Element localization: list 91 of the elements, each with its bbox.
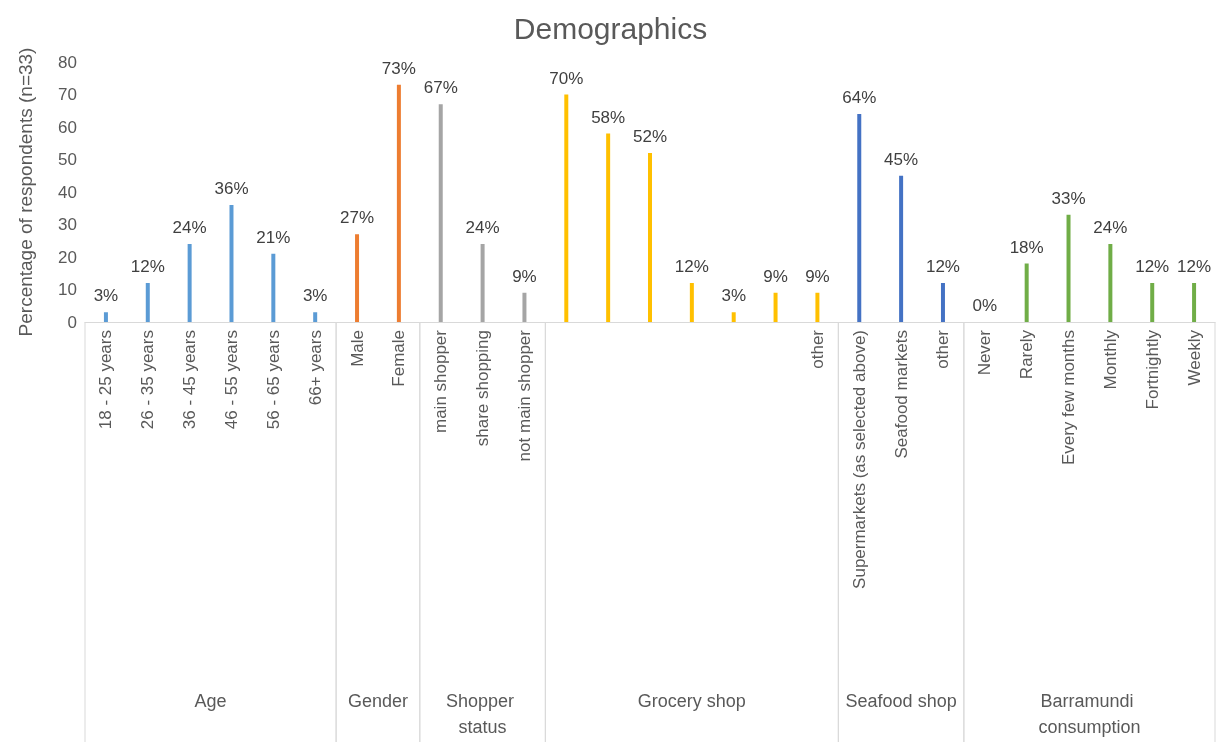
text: Gender — [347, 691, 408, 711]
bar — [103, 312, 108, 322]
text: Grocery shop — [637, 691, 746, 711]
bar — [229, 205, 234, 322]
data-label: 9% — [805, 266, 830, 286]
bar — [940, 283, 945, 322]
x-tick-label: 36 - 45 years — [180, 330, 200, 430]
data-label: 3% — [93, 286, 119, 306]
x-tick-label: Female — [389, 330, 409, 387]
data-label: 24% — [465, 218, 500, 237]
data-label: 3% — [721, 286, 746, 306]
bar — [1192, 283, 1197, 322]
bar — [1024, 263, 1029, 322]
bar — [187, 244, 192, 322]
y-tick-label: 40 — [58, 182, 77, 202]
bar — [648, 153, 652, 322]
x-tick-label: 46 - 55 years — [221, 330, 241, 430]
x-tick-label: Rarely — [1017, 329, 1037, 380]
x-tick-label: Monthly — [1100, 329, 1120, 390]
bar — [271, 253, 276, 322]
data-label: 70% — [549, 68, 584, 88]
bar — [1108, 244, 1113, 322]
bar — [313, 312, 318, 322]
x-tick-label: 66+ years — [305, 330, 325, 406]
bar — [1066, 214, 1071, 322]
x-tick-label: Every few months — [1059, 330, 1079, 466]
data-label: 64% — [842, 88, 877, 107]
y-tick-label: 50 — [58, 150, 77, 169]
data-label: 67% — [423, 78, 458, 98]
x-tick-label: 26 - 35 years — [138, 330, 158, 430]
data-label: 73% — [381, 58, 416, 78]
y-tick-label: 60 — [58, 117, 77, 137]
bar — [396, 84, 401, 322]
y-tick-label: 80 — [58, 52, 77, 72]
y-tick-label: 10 — [58, 280, 77, 299]
bar — [689, 283, 694, 322]
data-label: 0% — [972, 296, 998, 315]
bar — [438, 104, 443, 322]
bar — [731, 312, 736, 322]
y-tick-label: 0 — [67, 312, 77, 332]
bar — [815, 292, 820, 322]
bar — [773, 292, 778, 322]
x-tick-label: Seafood markets — [891, 330, 911, 459]
data-label: 27% — [340, 208, 375, 228]
x-tick-label: 56 - 65 years — [263, 330, 283, 430]
bar — [564, 94, 569, 322]
bar — [857, 114, 862, 322]
x-tick-label: main shopper — [431, 329, 451, 434]
data-label: 36% — [214, 179, 249, 198]
data-label: 52% — [632, 127, 668, 146]
x-tick-label: Weekly — [1184, 329, 1204, 386]
bar — [355, 234, 360, 322]
x-tick-label: other — [933, 329, 953, 369]
y-tick-label: 20 — [58, 247, 77, 267]
data-label: 3% — [302, 286, 328, 306]
data-label: 12% — [674, 257, 709, 276]
data-label: 12% — [1177, 257, 1212, 276]
text: Shopper status — [446, 691, 520, 737]
y-tick-label: 70 — [58, 85, 77, 104]
data-label: 33% — [1051, 188, 1086, 208]
data-label: 12% — [130, 257, 165, 276]
text: Seafood shop — [845, 691, 957, 711]
data-label: 12% — [1135, 257, 1170, 276]
bar — [899, 175, 904, 322]
bar — [606, 133, 611, 322]
text: Barramundi consumption — [1038, 691, 1141, 737]
data-label: 9% — [512, 266, 537, 286]
bar — [522, 292, 527, 322]
bar — [145, 283, 150, 322]
x-tick-label: not main shopper — [514, 329, 534, 462]
x-tick-label: Never — [975, 329, 995, 376]
x-tick-label: Male — [347, 330, 367, 367]
x-tick-label: Supermarkets (as selected above) — [849, 330, 869, 589]
data-label: 21% — [256, 227, 291, 247]
y-tick-label: 30 — [58, 215, 77, 234]
text: Age — [194, 691, 227, 711]
chart-title: Demographics — [513, 11, 708, 45]
bar — [480, 244, 485, 322]
x-tick-label: 18 - 25 years — [96, 330, 116, 430]
x-tick-label: share shopping — [473, 330, 493, 447]
data-label: 12% — [925, 257, 960, 276]
bar — [1150, 283, 1155, 322]
data-label: 9% — [763, 266, 788, 286]
data-label: 45% — [884, 149, 919, 169]
data-label: 24% — [1093, 218, 1128, 237]
y-axis-title: Percentage of respondents (n=33) — [15, 47, 36, 337]
data-label: 18% — [1009, 237, 1044, 257]
x-tick-label: other — [807, 329, 827, 369]
data-label: 58% — [591, 107, 626, 127]
data-label: 24% — [172, 218, 207, 237]
x-tick-label: Fortnightly — [1142, 329, 1162, 410]
